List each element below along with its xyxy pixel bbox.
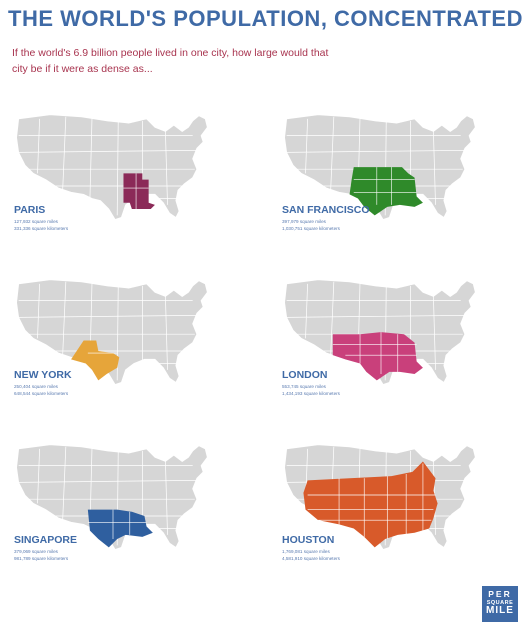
us-outline [284, 114, 476, 221]
area-square-kilometers: 1,434,193 square kilometers [282, 391, 340, 396]
page-title: THE WORLD'S POPULATION, CONCENTRATED [8, 6, 523, 31]
highlighted-states [87, 509, 153, 548]
area-square-miles: 1,769,081 square miles [282, 549, 330, 554]
area-square-miles: 127,932 square miles [14, 219, 58, 224]
us-map [284, 114, 476, 221]
area-square-miles: 397,979 square miles [282, 219, 326, 224]
us-outline [16, 444, 208, 551]
state-borders [18, 281, 197, 381]
city-name: HOUSTON [282, 534, 335, 546]
logo-line-per: PER [488, 589, 512, 599]
area-square-kilometers: 1,030,751 square kilometers [282, 226, 340, 231]
city-name: PARIS [14, 204, 46, 216]
map-panel: SINGAPORE 379,069 square miles 981,789 squ… [8, 430, 258, 590]
highlighted-states [303, 461, 438, 548]
us-map [16, 279, 208, 386]
city-name: SINGAPORE [14, 534, 78, 546]
area-square-kilometers: 981,789 square kilometers [14, 556, 69, 561]
map-panel: HOUSTON 1,769,081 square miles 4,581,910 s… [276, 430, 523, 590]
page-subtitle: If the world's 6.9 billion people lived … [12, 47, 329, 75]
highlighted-states [332, 332, 423, 381]
logo-line-mile: MILE [486, 605, 514, 616]
state-borders [18, 116, 197, 216]
map-panel: PARIS 127,932 square miles 331,336 square … [8, 100, 258, 260]
highlighted-states [349, 167, 423, 216]
area-square-kilometers: 4,581,910 square kilometers [282, 556, 340, 561]
us-map [284, 444, 476, 551]
us-map [16, 444, 208, 551]
logo-line-square: SQUARE [486, 600, 514, 606]
highlighted-states [123, 173, 155, 210]
map-panel: LONDON 553,745 square miles 1,434,193 squa… [276, 265, 523, 425]
area-square-miles: 250,404 square miles [14, 384, 58, 389]
highlighted-states [71, 340, 120, 381]
city-name: SAN FRANCISCO [282, 204, 370, 216]
city-name: LONDON [282, 369, 328, 381]
area-square-kilometers: 648,544 square kilometers [14, 391, 69, 396]
map-panel: SAN FRANCISCO 397,979 square miles 1,030,7… [276, 100, 523, 260]
map-panel: NEW YORK 250,404 square miles 648,544 squa… [8, 265, 258, 425]
city-name: NEW YORK [14, 369, 72, 381]
per-square-mile-logo[interactable]: PER SQUARE MILE [482, 586, 518, 622]
us-outline [16, 114, 208, 221]
area-square-kilometers: 331,336 square kilometers [14, 226, 69, 231]
us-map [16, 114, 208, 221]
area-square-miles: 379,069 square miles [14, 549, 58, 554]
area-square-miles: 553,745 square miles [282, 384, 326, 389]
us-map [284, 279, 476, 386]
